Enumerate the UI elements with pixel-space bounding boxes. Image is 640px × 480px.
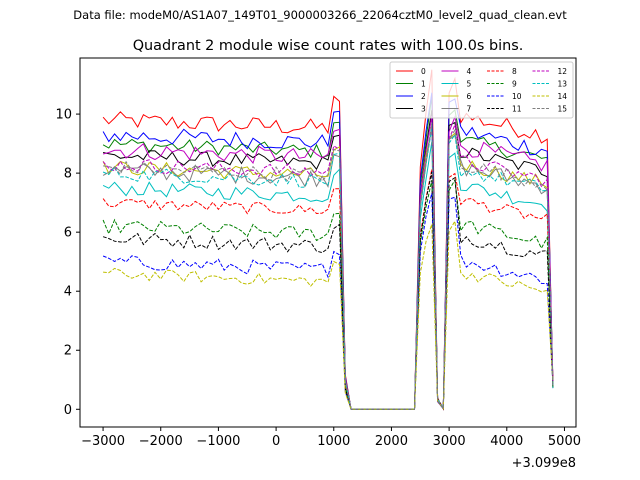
x-axis: −3000 −2000 −1000 0 1000 2000 3000 4000 5000 [81, 427, 581, 449]
legend-label: 6 [467, 92, 472, 101]
y-tick-label: 2 [64, 344, 72, 359]
legend-label: 7 [467, 105, 472, 114]
legend-label: 12 [558, 67, 568, 76]
x-tick-label: 1000 [317, 434, 350, 449]
series-lines [102, 69, 554, 411]
x-tick-label: −2000 [139, 434, 183, 449]
legend-label: 0 [421, 67, 426, 76]
y-axis: 0 2 4 6 8 10 [55, 108, 80, 418]
x-tick-label: −1000 [196, 434, 240, 449]
chart-title: Quadrant 2 module wise count rates with … [133, 38, 524, 54]
series-line-10 [102, 193, 554, 411]
legend-box [389, 61, 574, 119]
series-line-12 [102, 123, 554, 411]
axes-frame [79, 57, 577, 428]
legend-label: 2 [421, 92, 426, 101]
x-tick-label: 4000 [490, 434, 523, 449]
legend-label: 11 [512, 105, 522, 114]
series-line-15 [103, 122, 554, 411]
legend-label: 13 [558, 80, 568, 89]
chart-suptitle: Data file: modeM0/AS1A07_149T01_90000032… [73, 8, 567, 22]
y-tick-label: 0 [64, 403, 72, 418]
series-line-9 [102, 178, 554, 411]
legend-label: 3 [421, 105, 426, 114]
x-tick-label: 3000 [433, 434, 466, 449]
legend-label: 5 [467, 80, 472, 89]
legend-label: 14 [558, 92, 568, 101]
series-line-2 [102, 92, 554, 411]
x-offset-label: +3.099e8 [512, 456, 576, 471]
legend-label: 15 [558, 105, 568, 114]
x-tick-label: −3000 [81, 434, 125, 449]
legend-label: 10 [512, 92, 522, 101]
series-line-8 [102, 169, 554, 411]
series-line-4 [102, 115, 554, 411]
legend-label: 1 [421, 80, 426, 89]
y-tick-label: 8 [64, 167, 72, 182]
y-tick-label: 6 [64, 226, 72, 241]
x-tick-label: 5000 [548, 434, 581, 449]
y-tick-label: 10 [55, 108, 72, 123]
legend-label: 8 [512, 67, 517, 76]
series-line-13 [102, 128, 554, 411]
series-line-14 [103, 219, 554, 411]
legend-label: 9 [512, 80, 517, 89]
y-tick-label: 4 [64, 285, 72, 300]
series-line-5 [102, 141, 554, 411]
series-line-11 [102, 171, 554, 411]
x-tick-label: 0 [272, 434, 280, 449]
legend-label: 4 [467, 67, 472, 76]
x-tick-label: 2000 [375, 434, 408, 449]
